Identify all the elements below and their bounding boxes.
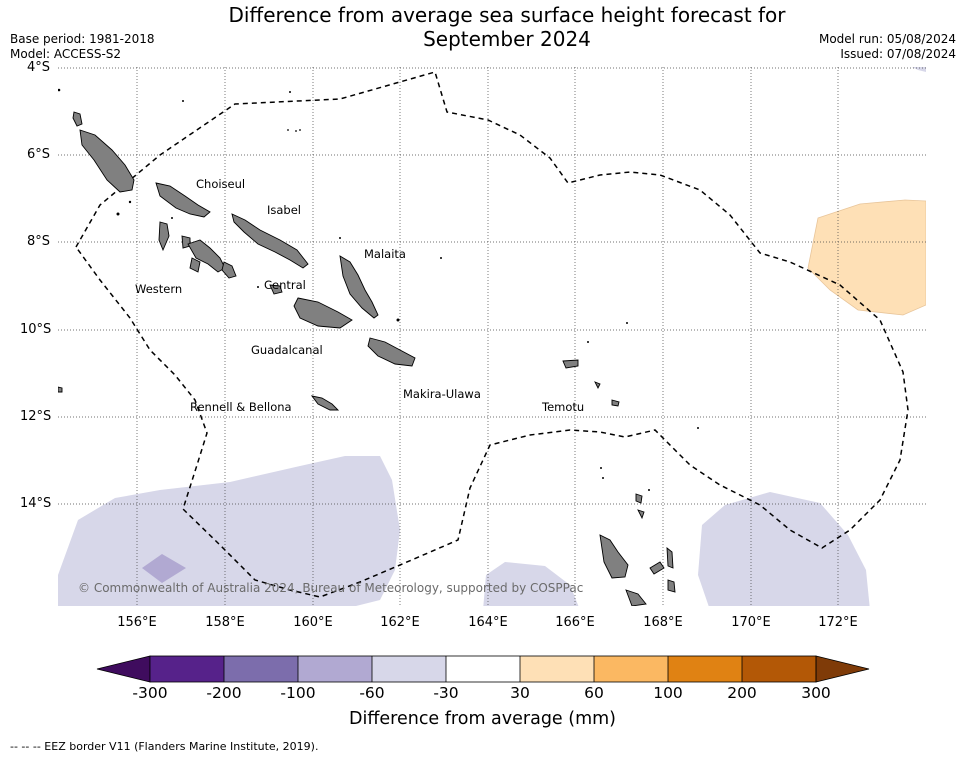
map-area: Choiseul Isabel Malaita Western Central … [58,67,926,606]
colorbar-bin-2 [224,656,298,682]
lat-label-4s: 4°S [26,60,50,75]
label-guadalcanal: Guadalcanal [251,343,323,357]
model-run: Model run: 05/08/2024 [818,32,956,46]
anomaly-region-darker-patch [142,554,186,583]
label-isabel: Isabel [267,203,301,217]
meta-left: Base period: 1981-2018 Model: ACCESS-S2 [10,32,155,62]
colorbar-bin-7 [594,656,668,682]
title-line-1: Difference from average sea surface heig… [228,3,786,27]
eez-border [75,71,909,598]
colorbar-bin-6 [520,656,594,682]
base-period: Base period: 1981-2018 [10,32,155,46]
island-western-3 [189,257,201,273]
colorbar-tick: 300 [801,684,831,702]
colorbar-tick: -300 [132,684,168,702]
lon-label-164e: 164°E [468,615,508,630]
colorbar-tick: 200 [727,684,757,702]
chart-title: Difference from average sea surface heig… [0,3,965,51]
issued-date: Issued: 07/08/2024 [840,47,956,61]
colorbar-tick: -60 [359,684,385,702]
island-temotu-3 [611,399,620,407]
colorbar-bin-8 [668,656,742,682]
island-choiseul [79,129,135,193]
colorbar-bin-1 [150,656,224,682]
lon-label-170e: 170°E [731,615,771,630]
colorbar-tick: 30 [510,684,530,702]
island-vanuatu-5 [635,493,643,504]
island-vanuatu-4 [625,589,647,606]
island-rennell [310,395,340,411]
colorbar-bin-3 [298,656,372,682]
island-vanuatu-3 [666,547,674,569]
label-western: Western [135,282,182,296]
copyright-notice: © Commonwealth of Australia 2024, Bureau… [78,581,583,595]
island-malaita [339,255,379,319]
lon-label-166e: 166°E [555,615,595,630]
colorbar [96,655,870,683]
colorbar-bin-4 [372,656,446,682]
island-specks [58,88,699,491]
island-central [269,284,283,295]
island-vanuatu-6 [637,509,645,520]
lon-label-168e: 168°E [643,615,683,630]
island-western-4 [221,261,237,279]
island-isabel-west [155,182,211,218]
island-isabel [231,213,309,269]
label-makira-ulawa: Makira-Ulawa [403,387,481,401]
lat-label-8s: 8°S [26,234,50,249]
lat-label-10s: 10°S [20,322,52,337]
colorbar-bin-5 [446,656,520,682]
colorbar-arrow-left [96,655,151,683]
anomaly-region-positive-east [807,199,926,316]
label-central: Central [264,278,306,292]
island-vanuatu-7 [667,579,676,593]
island-temotu-1 [562,359,579,369]
eez-footnote: -- -- -- EEZ border V11 (Flanders Marine… [10,740,319,753]
colorbar-tick: -100 [280,684,316,702]
lon-label-156e: 156°E [117,615,157,630]
colorbar-tick: -30 [433,684,459,702]
label-malaita: Malaita [364,247,406,261]
colorbar-label: Difference from average (mm) [348,709,617,729]
colorbar-bin-9 [742,656,816,682]
island-western-1 [158,221,170,252]
label-rennell-bellona: Rennell & Bellona [190,400,292,414]
anomaly-region-negative-southeast [698,492,870,606]
colorbar-tick: 60 [584,684,604,702]
anomaly-region-negative-south [483,562,579,606]
island-guadalcanal [293,297,353,329]
lon-label-160e: 160°E [293,615,333,630]
lon-label-162e: 162°E [380,615,420,630]
lat-label-12s: 12°S [20,409,52,424]
island-left-edge [58,386,63,393]
islands [58,111,676,606]
label-choiseul: Choiseul [196,177,245,191]
meta-right: Model run: 05/08/2024 Issued: 07/08/2024 [819,32,956,62]
lat-label-6s: 6°S [26,147,50,162]
colorbar-tick: -200 [206,684,242,702]
island-vanuatu-2 [649,561,665,575]
island-vanuatu-1 [599,534,629,579]
lon-label-158e: 158°E [205,615,245,630]
lat-label-14s: 14°S [20,496,52,511]
model-name: Model: ACCESS-S2 [10,47,122,61]
title-line-2: September 2024 [423,27,591,51]
island-small-nw [72,111,83,127]
colorbar-arrow-right [815,655,870,683]
island-makira [367,337,416,367]
island-temotu-2 [594,381,601,390]
label-temotu: Temotu [541,400,584,414]
lon-label-172e: 172°E [818,615,858,630]
colorbar-tick: 100 [653,684,683,702]
